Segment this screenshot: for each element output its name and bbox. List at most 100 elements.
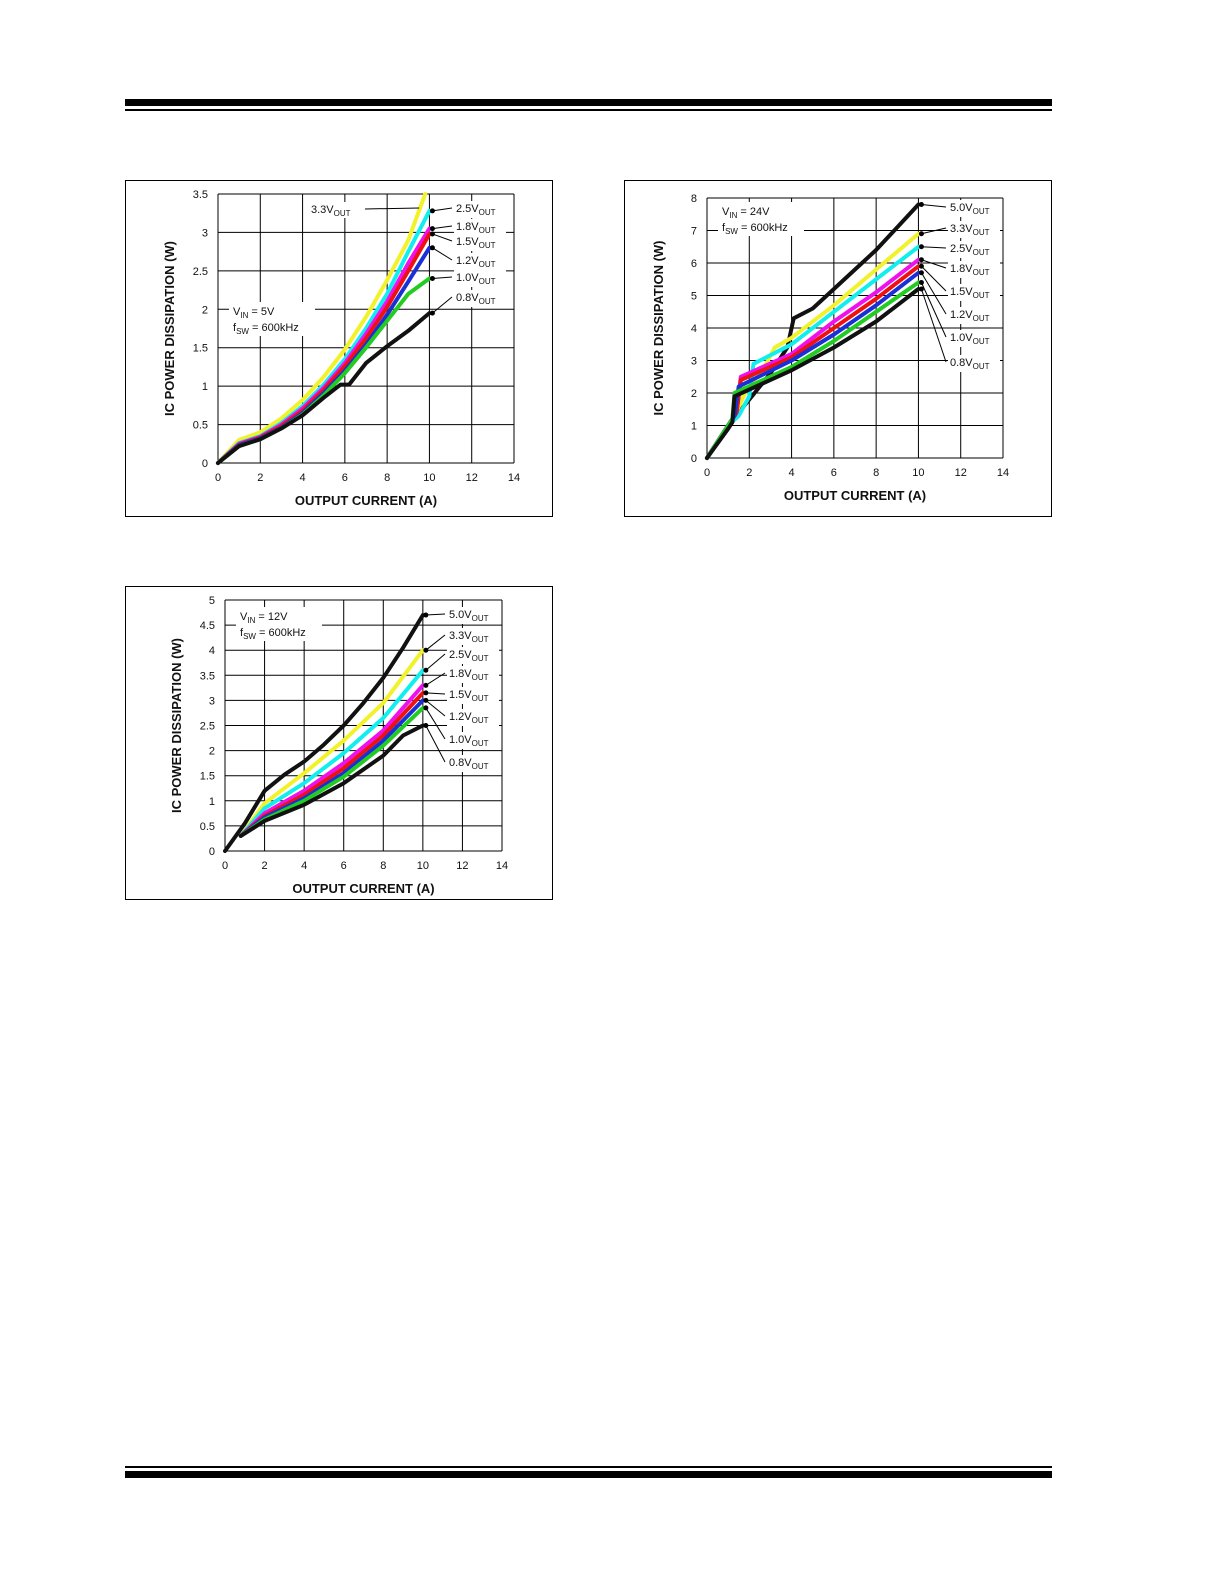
series-label-3_3V: 3.3VOUT: [449, 630, 489, 644]
leader-line: [425, 692, 446, 695]
y-tick-label: 2.5: [200, 721, 215, 733]
series-label-1_0V: 1.0VOUT: [950, 332, 990, 346]
condition-annotation: VIN = 5V fSW = 600kHz: [229, 302, 315, 336]
fsw-annotation: fSW = 600kHz: [233, 322, 299, 336]
chart-panel-vin24: 0 2 4 6 8 10 12 14 0 1 2 3 4 5 6 7 8 OUTPUT CURRENT (A) IC…: [624, 180, 1052, 517]
x-axis-label: OUTPUT CURRENT (A): [295, 493, 437, 508]
x-tick-label: 6: [342, 472, 348, 484]
leader-arrow-head: [423, 723, 429, 728]
y-tick-label: 3: [691, 356, 697, 368]
y-tick-label: 0: [202, 458, 208, 470]
series-lines: [223, 613, 425, 853]
x-tick-label: 10: [417, 860, 429, 872]
series-label-1_5V: 1.5VOUT: [449, 689, 489, 703]
y-axis-label: IC POWER DISSIPATION (W): [651, 240, 666, 415]
series-label-0_8V: 0.8VOUT: [449, 757, 489, 771]
leader-arrow-head: [918, 202, 924, 207]
series-label-5_0V: 5.0VOUT: [950, 202, 990, 216]
x-tick-label: 10: [912, 467, 924, 479]
leader-line: [920, 282, 947, 338]
condition-annotation: VIN = 24V fSW = 600kHz: [718, 202, 804, 236]
y-tick-label: 5: [209, 595, 215, 607]
x-tick-label: 14: [508, 472, 520, 484]
label-background: [454, 201, 506, 218]
leader-line: [432, 225, 453, 230]
y-axis-label: IC POWER DISSIPATION (W): [162, 241, 177, 416]
series-label-1_2V: 1.2VOUT: [950, 309, 990, 323]
label-background: [447, 755, 499, 772]
x-axis-label: OUTPUT CURRENT (A): [292, 881, 434, 896]
header-rule-thin: [125, 109, 1052, 111]
series-label-3_3V: 3.3VOUT: [950, 223, 990, 237]
leader-line: [921, 204, 947, 208]
x-tick-label: 14: [496, 860, 508, 872]
leader-arrow-head: [423, 682, 429, 688]
label-background: [447, 607, 499, 624]
chart-panel-vin5: 0 2 4 6 8 10 12 14 0 0.5 1 1.5 2 2.5 3 3.5 OUTPUT CURREN…: [125, 180, 553, 517]
series-lines: [216, 192, 432, 465]
label-background: [447, 732, 499, 749]
y-tick-label: 1: [691, 421, 697, 433]
series-label-1_5V: 1.5VOUT: [456, 236, 496, 250]
series-line-2_5V: [238, 668, 425, 838]
series-label-0_8V: 0.8VOUT: [456, 292, 496, 306]
label-background: [454, 253, 506, 270]
label-background: [948, 307, 1000, 324]
series-label-1_8V: 1.8VOUT: [449, 668, 489, 682]
y-tick-label: 3: [209, 695, 215, 707]
y-tick-label: 7: [691, 226, 697, 238]
series-label-2_5V: 2.5VOUT: [456, 203, 496, 217]
leader-arrow-head: [423, 667, 429, 673]
series-line-0_8V: [216, 311, 432, 465]
x-tick-label: 14: [997, 467, 1009, 479]
series-line-3_3V: [238, 648, 425, 838]
x-tick-label: 8: [873, 467, 879, 479]
series-label-1_2V: 1.2VOUT: [449, 711, 489, 725]
y-axis-label: IC POWER DISSIPATION (W): [169, 638, 184, 813]
x-tick-label: 12: [456, 860, 468, 872]
x-tick-label: 2: [262, 860, 268, 872]
leader-arrow-head: [429, 226, 435, 232]
leader-line: [425, 653, 446, 671]
series-line-0_8V: [705, 287, 921, 460]
label-background: [948, 221, 1000, 238]
leader-line: [921, 227, 947, 235]
x-tick-label: 8: [380, 860, 386, 872]
leader-line: [425, 613, 446, 616]
y-tick-label: 2: [202, 304, 208, 316]
y-tick-label: 1: [202, 381, 208, 393]
series-label-1_8V: 1.8VOUT: [456, 221, 496, 235]
y-tick-label: 2: [691, 388, 697, 400]
series-line-1_2V: [705, 270, 921, 460]
leader-arrow-head: [429, 245, 435, 251]
x-tick-label: 6: [831, 467, 837, 479]
series-label-2_5V: 2.5VOUT: [449, 649, 489, 663]
y-tick-label: 8: [691, 193, 697, 205]
leader-line: [432, 296, 453, 314]
x-tick-label: 4: [300, 472, 306, 484]
leader-arrow-head: [423, 647, 429, 653]
annotation-background: [236, 607, 322, 641]
series-lines: [705, 202, 921, 460]
series-label-1_5V: 1.5VOUT: [950, 286, 990, 300]
leader-line: [425, 634, 446, 651]
leader-arrow-head: [423, 690, 429, 696]
x-tick-label: 12: [955, 467, 967, 479]
series-label-1_2V: 1.2VOUT: [456, 255, 496, 269]
leader-arrow-head: [429, 276, 435, 282]
label-background: [948, 284, 1000, 301]
footer-rule-thin: [125, 1466, 1052, 1468]
leader-arrow-head: [918, 270, 924, 276]
y-tick-label: 0.5: [193, 420, 208, 432]
x-tick-label: 6: [341, 860, 347, 872]
fsw-annotation: fSW = 600kHz: [722, 222, 788, 236]
leader-arrow-head: [423, 612, 429, 618]
x-tick-label: 12: [466, 472, 478, 484]
y-tick-label: 0: [209, 846, 215, 858]
y-tick-label: 3.5: [193, 189, 208, 201]
annotation-background: [718, 202, 804, 236]
y-tick-label: 4.5: [200, 620, 215, 632]
series-label-1_0V: 1.0VOUT: [456, 272, 496, 286]
leader-line: [920, 288, 947, 363]
leader-arrow-head: [429, 208, 435, 214]
